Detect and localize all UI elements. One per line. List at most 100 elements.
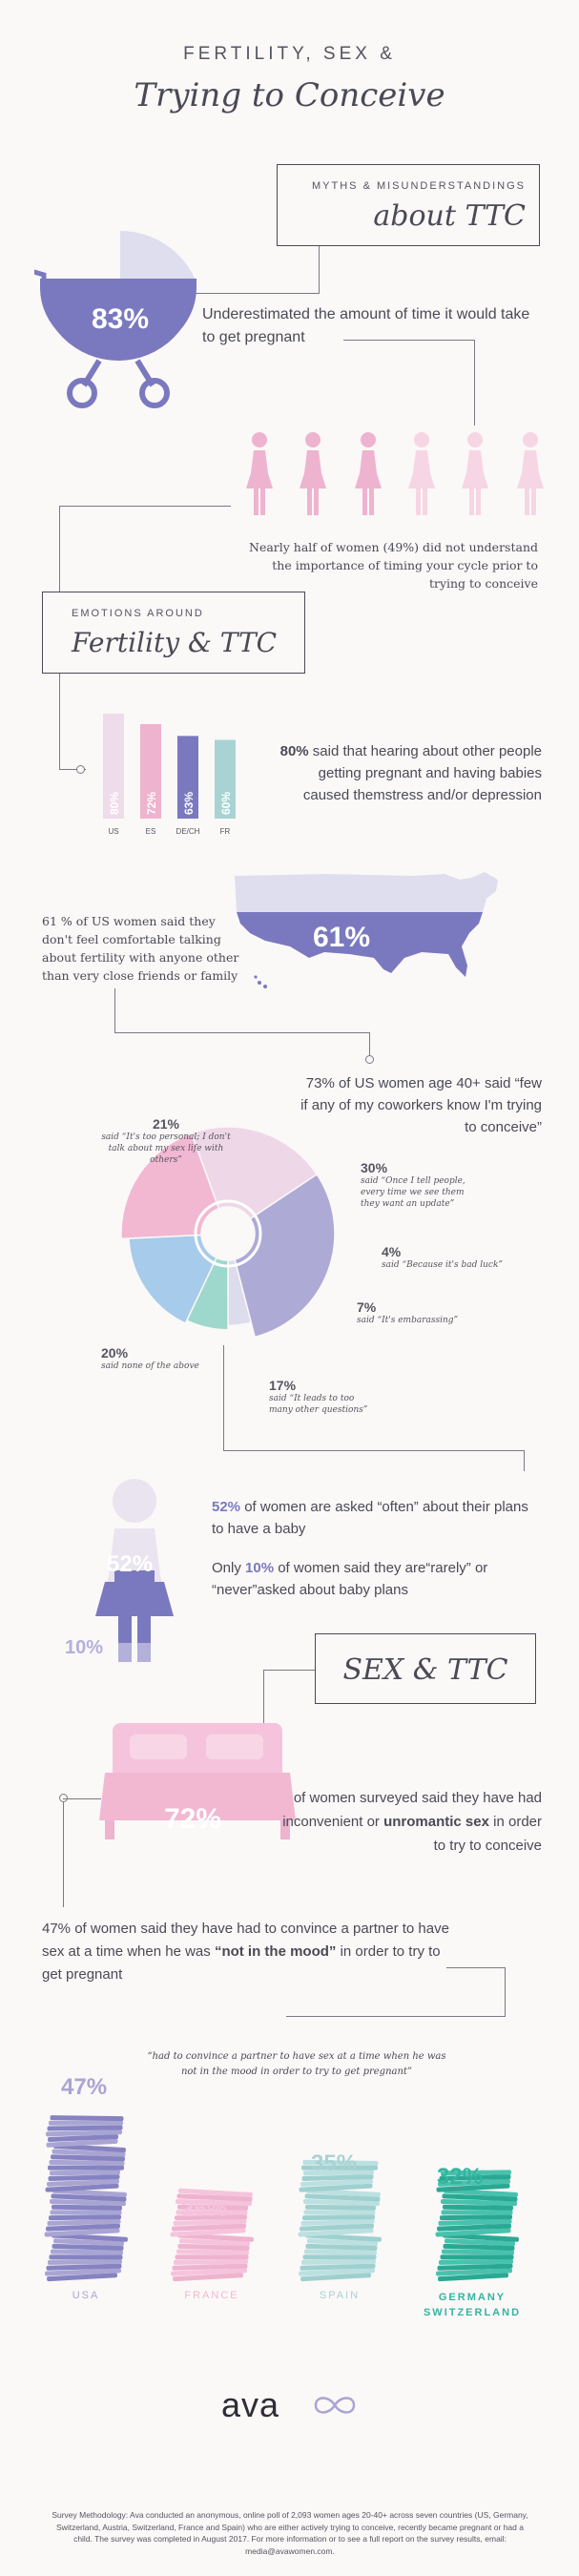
connector [446,1967,506,1968]
donut-label-value: 30% [361,1160,388,1175]
emotions-heading-box: EMOTIONS AROUND Fertility & TTC [42,592,305,674]
bar-category-label: ES [146,827,156,836]
connector [114,1032,370,1033]
myths-heading-box: MYTHS & MISUNDERSTANDINGS about TTC [277,164,540,246]
donut-hole-ring [194,1199,262,1268]
woman-icon [462,432,488,515]
connector [114,988,115,1032]
donut-slice-30 [234,1173,336,1339]
myths-heading-top: MYTHS & MISUNDERSTANDINGS [312,180,526,192]
stack-label: 47% [61,2074,108,2100]
bed-text: of women surveyed said they have had inc… [282,1786,542,1858]
stack-usa [44,2115,128,2282]
methodology-text: Survey Methodology: Ava conducted an ano… [52,2510,528,2556]
connector [59,674,60,769]
stack-country: USA [72,2290,100,2301]
convince-text-post: in order to try to get pregnant [42,1943,441,1983]
woman-value: 52% [107,1551,154,1577]
bar-chart-text-rest: said that hearing about other people get… [302,743,542,803]
bed-value: 72% [164,1803,222,1835]
donut-label: 21% said “It's too personal; I don't tal… [99,1116,233,1166]
connector [369,1032,370,1057]
donut-slice-17 [128,1234,217,1325]
woman-small-value: 10% [65,1637,104,1658]
connector [263,1670,315,1671]
donut-label-note: said “Because it's bad luck” [382,1260,504,1270]
donut-label-value: 17% [269,1378,297,1393]
bar-ES [140,724,161,819]
connector [319,246,320,294]
stack-country: FRANCE [184,2290,239,2301]
convince-text-pre: 47% of women said they have had to convi… [42,1921,449,1960]
donut-label-value: 20% [101,1345,129,1361]
donut-label-note: said “It's too personal; I don't talk ab… [101,1132,231,1165]
donut-label: 4% said “Because it's bad luck” [382,1244,506,1271]
bar-value-label: 72% [145,792,158,815]
connector [263,1670,264,1771]
stack-country: GERMANY SWITZERLAND [423,2292,522,2318]
donut-label-note: said “It's embarassing” [357,1316,459,1325]
asked-text-2: Only 10% of women said they are“rarely” … [212,1557,542,1601]
sex-heading: SEX & TTC [342,1653,508,1687]
bar-category-label: US [108,827,118,836]
stroller-icon [34,230,196,408]
title-line-2: Trying to Conceive [134,76,445,114]
convince-text-strong: “not in the mood” [214,1943,337,1960]
donut-label-value: 21% [152,1116,180,1132]
bar-chart-text-strong: 80% [279,743,309,759]
convince-text: 47% of women said they have had to convi… [42,1918,452,1986]
bed-icon [99,1723,296,1839]
stack-spain [298,2159,382,2282]
ava-logo-text: ava [221,2385,280,2424]
connector [63,1798,101,1799]
bar-US [103,714,124,819]
connector [172,293,320,294]
woman-large-icon [95,1479,174,1662]
stroller-text: Underestimated the amount of time it wou… [202,306,530,345]
woman-icon [246,432,273,515]
donut-label: 7% said “It's embarassing” [357,1299,481,1326]
bar-chart: 80% US 72% ES 63% DE/CH 60% FR [103,714,236,836]
stroller-value: 83% [92,303,150,335]
connector-dot [76,765,85,774]
connector [223,1345,224,1450]
connector [223,1450,525,1451]
donut-intro: 73% of US women age 40+ said “few if any… [300,1075,542,1135]
connector-dot [59,1794,68,1802]
stack-germany [435,2170,519,2282]
asked-text-2-pre: Only [212,1560,246,1576]
bar-DE/CH [177,736,198,819]
bar-value-label: 63% [182,792,196,815]
title-line-1: FERTILITY, SEX & [183,44,396,64]
stack-chart [44,2115,519,2282]
woman-icon [517,432,544,515]
connector [474,340,475,426]
donut-label-note: said “It leads to too many other questio… [269,1394,368,1415]
bar-FR [215,739,236,819]
donut-label: 17% said “It leads to too many other que… [269,1378,374,1416]
usa-map-icon [235,872,498,988]
sex-heading-box: SEX & TTC [315,1633,536,1704]
connector-dot [365,1055,374,1064]
asked-text-1-strong: 52% [212,1499,241,1515]
donut-label-note: said “Once I tell people, every time we … [361,1176,465,1209]
connector [59,506,231,507]
stack-label: 35% [311,2150,358,2176]
connector [343,340,475,341]
asked-text-1: 52% of women are asked “often” about the… [212,1496,542,1540]
bar-chart-text: 80% said that hearing about other people… [279,740,542,806]
emotions-heading-top: EMOTIONS AROUND [72,608,204,619]
stack-country: SPAIN [319,2290,361,2301]
bar-value-label: 80% [108,792,121,815]
bed-text-post: in order to try to conceive [433,1814,542,1854]
woman-icon [408,432,435,515]
bar-category-label: DE/CH [176,827,200,836]
donut-label: 30% said “Once I tell people, every time… [361,1160,485,1210]
stack-france [170,2188,254,2282]
women-text: Nearly half of women (49%) did not under… [249,540,538,591]
donut-chart [120,1126,336,1339]
connector [59,769,86,770]
asked-text-2-rest: of women said they are“rarely” or “never… [212,1560,488,1598]
connector [59,506,60,592]
donut-label: 20% said none of the above [101,1345,225,1372]
